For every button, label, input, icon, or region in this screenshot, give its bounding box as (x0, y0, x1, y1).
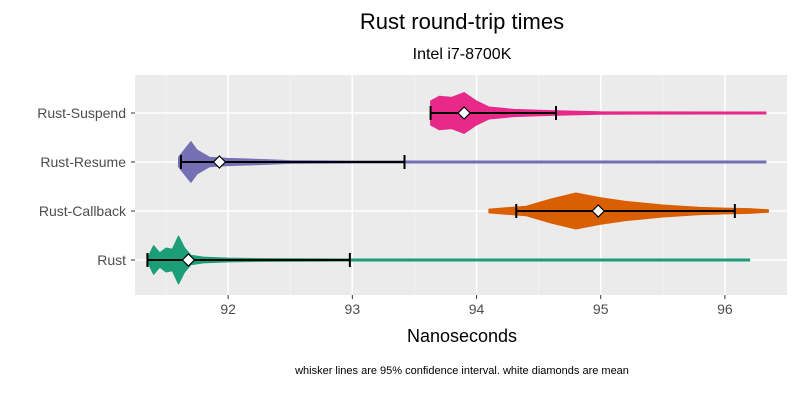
x-tick-label: 96 (717, 301, 733, 317)
y-tick-label: Rust-Suspend (37, 105, 126, 121)
x-axis-label: Nanoseconds (407, 326, 517, 346)
x-axis: 92 93 94 95 96 (220, 295, 733, 317)
means (181, 106, 606, 267)
x-tick-label: 95 (593, 301, 609, 317)
x-tick-label: 92 (220, 301, 236, 317)
x-tick-label: 94 (469, 301, 485, 317)
violin-rust-suspend (430, 92, 767, 134)
y-tick-label: Rust (97, 252, 126, 268)
x-tick-label: 93 (345, 301, 361, 317)
mean-diamond (212, 155, 227, 169)
y-tick-label: Rust-Callback (39, 203, 127, 219)
whiskers (146, 106, 736, 267)
chart-title: Rust round-trip times (360, 9, 564, 34)
chart-caption: whisker lines are 95% confidence interva… (294, 365, 629, 377)
y-axis: Rust Rust-Callback Rust-Resume Rust-Suspend (37, 105, 135, 268)
violin-rust (146, 235, 751, 285)
mean-diamond (591, 204, 606, 218)
violins (146, 92, 769, 285)
chart-subtitle: Intel i7-8700K (413, 46, 512, 63)
violin-rust-resume (178, 141, 767, 183)
mean-diamond (457, 106, 471, 120)
y-tick-label: Rust-Resume (40, 154, 126, 170)
mean-diamond (181, 253, 196, 267)
